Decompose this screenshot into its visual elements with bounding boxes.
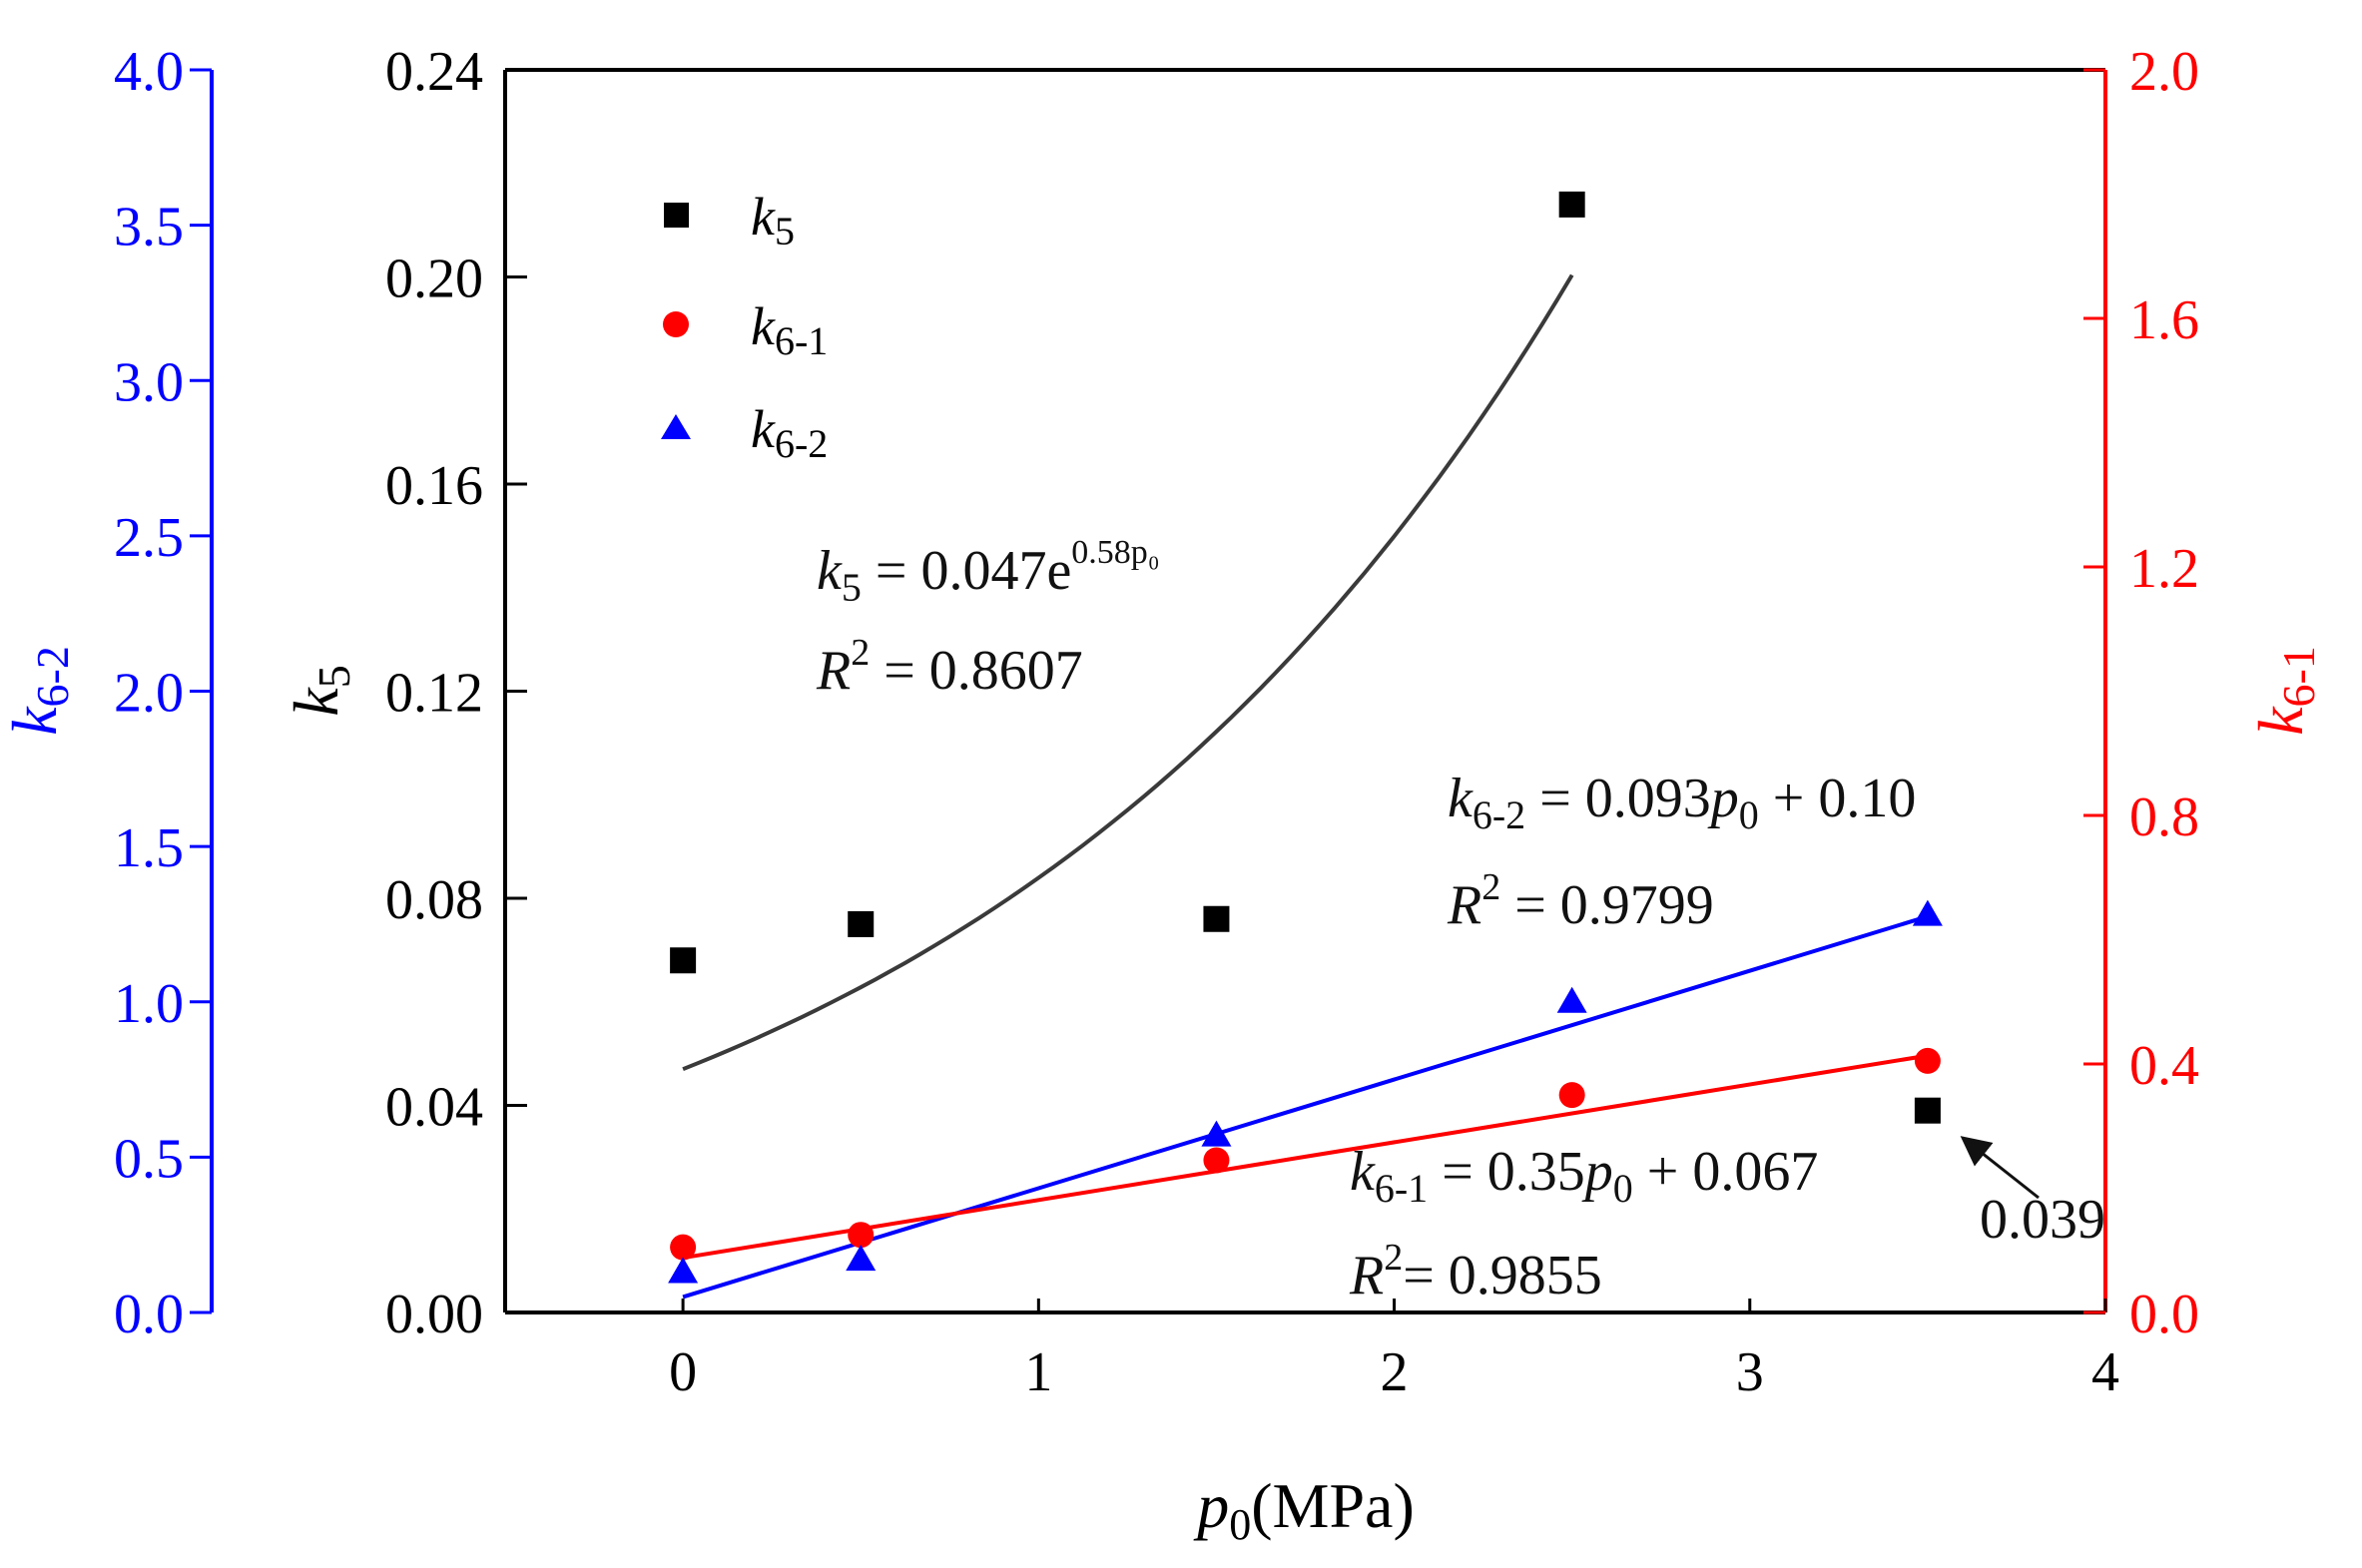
k6-2-axis-label: k6-2 — [0, 646, 78, 736]
k6-2-point — [668, 1257, 699, 1284]
k6-1-tick-label: 0.0 — [2129, 1284, 2199, 1345]
k6-1-point — [848, 1222, 875, 1249]
k6-1-point — [670, 1234, 697, 1261]
fit-lines — [682, 273, 1929, 1300]
k6-2-tick-label: 1.5 — [114, 817, 184, 879]
k6-1-point — [1914, 1047, 1941, 1074]
k5-tick-label: 0.16 — [385, 455, 483, 517]
x-tick-label: 1 — [1024, 1341, 1052, 1403]
x-tick-label: 3 — [1736, 1341, 1764, 1403]
k6-1-axis-label-sub: 6-1 — [2273, 646, 2324, 707]
legend-k5-marker — [664, 203, 689, 228]
k6-1-tick-label: 1.6 — [2129, 289, 2199, 351]
x-axis-label-var: p — [1193, 1470, 1229, 1541]
k6-2-tick-label: 3.5 — [114, 197, 184, 259]
k6-1-tick-label: 0.8 — [2129, 786, 2199, 848]
k6-2-tick-label: 0.5 — [114, 1128, 184, 1190]
k5-tick-label: 0.12 — [385, 663, 483, 725]
x-axis-label: p0(MPa) — [1193, 1470, 1415, 1549]
annotations: k5 = 0.047e0.58p₀ R2 = 0.8607 k6-2 = 0.0… — [816, 534, 2105, 1307]
k6-2-point — [846, 1245, 877, 1272]
callout-label: 0.039 — [1980, 1189, 2105, 1251]
k5-point — [1558, 191, 1585, 218]
k6-1-point — [1203, 1147, 1230, 1174]
k6-2-tick-label: 3.0 — [114, 351, 184, 413]
k6-1-tick-label: 0.4 — [2129, 1035, 2199, 1097]
k5-axis-label-var: k — [281, 687, 351, 717]
k6-2-tick-label: 4.0 — [114, 41, 184, 103]
k6-1-axis-label-var: k — [2245, 706, 2316, 736]
k6-2-point — [1912, 899, 1943, 926]
k5-tick-label: 0.08 — [385, 869, 483, 931]
x-tick-label: 4 — [2091, 1341, 2119, 1403]
k6-2-point — [1201, 1120, 1232, 1147]
k6-2-tick-label: 0.0 — [114, 1284, 184, 1345]
k5-axis-label-sub: 5 — [308, 665, 359, 688]
x-tick-label: 0 — [669, 1341, 697, 1403]
k6-1-axis-ticks: 0.0 0.4 0.8 1.2 1.6 2.0 — [2083, 41, 2199, 1345]
k6-1-fit-line — [682, 1053, 1929, 1261]
x-axis-label-unit: (MPa) — [1251, 1470, 1415, 1541]
k6-1-equation: k6-1 = 0.35p0 + 0.067 — [1350, 1141, 1818, 1211]
x-axis-label-sub: 0 — [1229, 1500, 1251, 1549]
k5-tick-label: 0.04 — [385, 1077, 483, 1139]
k6-2-point — [1556, 986, 1587, 1013]
k6-2-r-squared: R2 = 0.9799 — [1447, 866, 1714, 936]
k5-r-squared: R2 = 0.8607 — [816, 632, 1083, 702]
k5-axis-label: k5 — [281, 665, 359, 716]
k6-2-axis-ticks: 0.0 0.5 1.0 1.5 2.0 2.5 3.0 3.5 4.0 — [114, 41, 212, 1345]
legend: k5 k6-1 k6-2 — [661, 187, 828, 466]
legend-k6-2-marker — [661, 414, 691, 439]
legend-k5-label: k5 — [751, 187, 795, 254]
k6-2-equation: k6-2 = 0.093p0 + 0.10 — [1448, 768, 1916, 837]
k5-point — [1203, 905, 1230, 932]
k6-1-axis-label: k6-1 — [2245, 646, 2324, 736]
x-axis-ticks: 0 1 2 3 4 — [669, 1299, 2119, 1403]
k6-2-axis-label-sub: 6-2 — [27, 646, 78, 707]
k6-2-tick-label: 2.5 — [114, 507, 184, 569]
data-points — [668, 191, 1943, 1284]
k5-equation: k5 = 0.047e0.58p₀ — [817, 534, 1160, 610]
k6-1-r-squared: R2= 0.9855 — [1349, 1237, 1602, 1307]
k5-point — [848, 910, 875, 937]
k5-point — [1914, 1097, 1941, 1124]
k6-2-tick-label: 2.0 — [114, 663, 184, 725]
legend-k6-1-label: k6-1 — [751, 296, 828, 363]
k5-tick-label: 0.24 — [385, 41, 483, 103]
legend-k6-1-marker — [663, 311, 689, 337]
k6-2-fit-line — [682, 914, 1929, 1300]
k5-tick-label: 0.20 — [385, 249, 483, 310]
k5-fit-line — [682, 273, 1574, 1072]
callout-arrow — [1960, 1136, 2040, 1200]
legend-k6-2-label: k6-2 — [751, 399, 828, 466]
plot-frame — [210, 68, 2107, 1314]
k5-tick-label: 0.00 — [385, 1284, 483, 1345]
k6-2-tick-label: 1.0 — [114, 973, 184, 1035]
k6-1-tick-label: 1.2 — [2129, 538, 2199, 600]
x-tick-label: 2 — [1381, 1341, 1409, 1403]
k5-point — [670, 947, 697, 974]
k6-1-point — [1558, 1082, 1585, 1109]
k6-1-tick-label: 2.0 — [2129, 41, 2199, 103]
k6-2-axis-label-var: k — [0, 706, 70, 736]
k5-axis-ticks: 0.00 0.04 0.08 0.12 0.16 0.20 0.24 — [385, 41, 527, 1345]
